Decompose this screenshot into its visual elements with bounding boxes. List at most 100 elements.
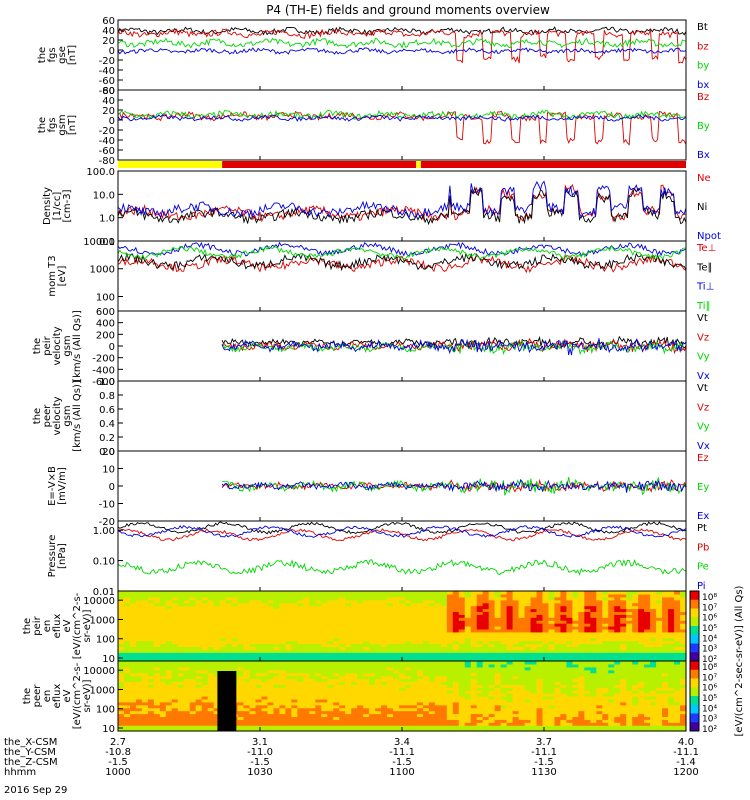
spectrogram-cell xyxy=(159,628,167,633)
spectrogram-cell xyxy=(542,669,550,674)
spectrogram-cell xyxy=(674,599,681,604)
spectrogram-cell xyxy=(321,626,328,630)
spectrogram-cell xyxy=(189,722,197,726)
spectrogram-cell xyxy=(584,681,591,685)
spectrogram-cell xyxy=(375,634,382,639)
spectrogram-cell xyxy=(363,637,370,642)
spectrogram-cell xyxy=(644,658,651,662)
spectrogram-cell xyxy=(153,626,161,630)
spectrogram-cell xyxy=(524,655,532,659)
spectrogram-cell xyxy=(285,614,292,618)
spectrogram-cell xyxy=(207,655,215,659)
spectrogram-cell xyxy=(387,608,394,613)
spectrogram-cell xyxy=(602,661,609,665)
spectrogram-cell xyxy=(638,666,645,671)
spectrogram-cell xyxy=(584,675,591,680)
legend-entry: Pt xyxy=(697,523,707,534)
spectrogram-cell xyxy=(291,707,298,712)
spectrogram-cell xyxy=(363,675,370,680)
spectrogram-cell xyxy=(279,693,287,697)
spectrogram-cell xyxy=(207,602,215,607)
spectrogram-cell xyxy=(249,634,257,639)
spectrogram-cell xyxy=(572,611,579,615)
spectrogram-cell xyxy=(470,678,478,683)
spectrogram-cell xyxy=(309,608,316,613)
spectrogram-cell xyxy=(159,649,167,653)
spectrogram-cell xyxy=(548,646,556,650)
spectrogram-cell xyxy=(518,655,526,659)
spectrogram-cell xyxy=(404,684,412,688)
spectrogram-cell xyxy=(518,634,526,639)
spectrogram-cell xyxy=(261,719,269,723)
spectrogram-cell xyxy=(584,649,591,653)
series-line-green xyxy=(221,339,687,356)
spectrogram-cell xyxy=(638,687,645,691)
spectrogram-cell xyxy=(369,623,376,627)
spectrogram-cell xyxy=(393,599,400,604)
spectrogram-cell xyxy=(566,631,573,636)
spectrogram-cell xyxy=(375,666,382,671)
spectrogram-cell xyxy=(512,701,520,706)
spectrogram-cell xyxy=(363,623,370,627)
spectrogram-cell xyxy=(602,707,609,712)
spectrogram-cell xyxy=(363,620,370,624)
spectrogram-cell xyxy=(536,669,544,674)
spectrogram-cell xyxy=(129,713,137,718)
spectrogram-cell xyxy=(369,693,376,697)
spectrogram-cell xyxy=(177,599,185,604)
spectrogram-cell xyxy=(177,707,185,712)
footer-value: 3.7 xyxy=(536,737,552,748)
spectrogram-cell xyxy=(494,649,502,653)
spectrogram-cell xyxy=(530,623,538,627)
spectrogram-cell xyxy=(428,710,436,715)
spectrogram-cell xyxy=(464,696,472,700)
spectrogram-cell xyxy=(404,596,412,601)
panel-frame xyxy=(117,310,687,382)
spectrogram-cell xyxy=(476,704,484,709)
spectrogram-cell xyxy=(620,634,627,639)
spectrogram-cell xyxy=(387,672,394,677)
spectrogram-cell xyxy=(614,684,621,688)
spectrogram-cell xyxy=(650,681,657,685)
spectrogram-cell xyxy=(147,596,155,601)
spectrogram-cell xyxy=(608,663,615,668)
spectrogram-cell xyxy=(321,669,328,674)
spectrogram-cell xyxy=(614,716,621,720)
spectrogram-cell xyxy=(542,637,550,642)
spectrogram-cell xyxy=(536,719,544,723)
spectrogram-cell xyxy=(494,678,502,683)
spectrogram-cell xyxy=(261,640,269,645)
spectrogram-cell xyxy=(153,620,161,624)
spectrogram-cell xyxy=(351,704,358,709)
spectrogram-cell xyxy=(428,599,436,604)
spectrogram-cell xyxy=(273,666,281,671)
spectrogram-cell xyxy=(584,716,591,720)
spectrogram-cell xyxy=(554,698,562,703)
spectrogram-cell xyxy=(255,725,263,729)
spectrogram-cell xyxy=(297,704,304,709)
spectrogram-cell xyxy=(147,687,155,691)
spectrogram-cell xyxy=(279,675,287,680)
spectrogram-cell xyxy=(416,666,424,671)
spectrogram-cell xyxy=(590,640,597,645)
spectrogram-cell xyxy=(656,693,663,697)
spectrogram-cell xyxy=(662,681,669,685)
spectrogram-cell xyxy=(118,646,125,650)
spectrogram-cell xyxy=(351,637,358,642)
spectrogram-cell xyxy=(393,602,400,607)
spectrogram-cell xyxy=(572,722,579,726)
spectrogram-cell xyxy=(129,614,137,618)
spectrogram-cell xyxy=(291,620,298,624)
spectrogram-cell xyxy=(494,596,502,601)
spectrogram-cell xyxy=(626,713,633,718)
spectrogram-cell xyxy=(363,626,370,630)
spectrogram-cell xyxy=(626,690,633,694)
spectrogram-cell xyxy=(674,678,681,683)
spectrogram-cell xyxy=(650,605,657,610)
spectrogram-cell xyxy=(506,596,514,601)
spectrogram-cell xyxy=(363,687,370,691)
spectrogram-cell xyxy=(381,661,388,665)
spectrogram-cell xyxy=(668,611,675,615)
spectrogram-cell xyxy=(201,681,209,685)
spectrogram-cell xyxy=(458,690,466,694)
